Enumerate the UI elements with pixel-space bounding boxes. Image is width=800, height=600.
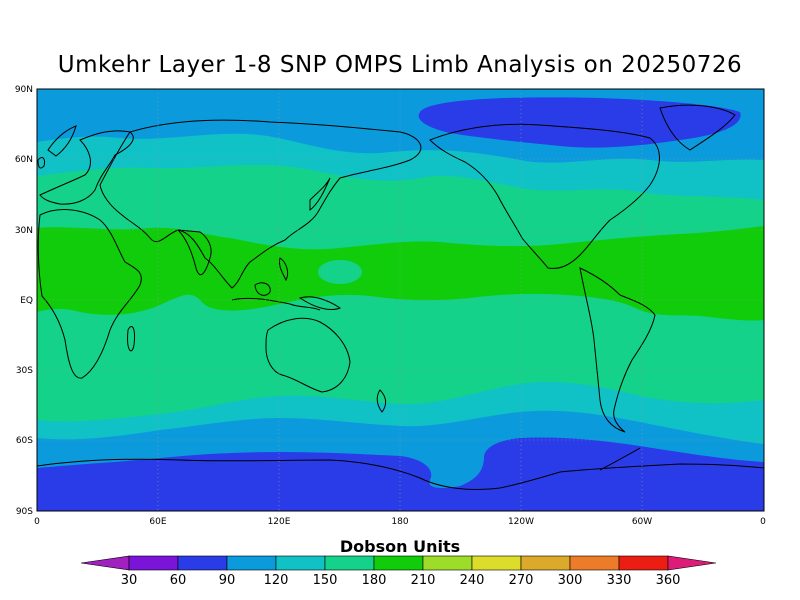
- coast-europe: [39, 130, 134, 205]
- colorbar-level-label: 30: [121, 573, 138, 588]
- colorbar-cell: [373, 555, 424, 571]
- colorbar-under-triangle: [80, 555, 130, 571]
- colorbar-cell: [128, 555, 179, 571]
- ozone-field: [37, 89, 764, 511]
- colorbar-cell: [618, 555, 669, 571]
- colorbar-cell: [520, 555, 571, 571]
- colorbar-cell: [177, 555, 228, 571]
- colorbar-level-label: 120: [264, 573, 289, 588]
- coast-india: [176, 229, 212, 276]
- colorbar-cell: [422, 555, 473, 571]
- colorbar-title: Dobson Units: [340, 537, 460, 556]
- colorbar-cell: [471, 555, 522, 571]
- map-title: Umkehr Layer 1-8 SNP OMPS Limb Analysis …: [57, 52, 743, 78]
- coast-greenland: [659, 104, 736, 151]
- colorbar-level-label: 360: [656, 573, 681, 588]
- lat-label-30n: 30N: [15, 226, 33, 236]
- lat-label-eq: EQ: [20, 296, 33, 306]
- band-180-210-tropics: [37, 226, 764, 321]
- coast-asia: [99, 119, 422, 289]
- colorbar-over-triangle: [667, 555, 717, 571]
- colorbar-cell: [226, 555, 277, 571]
- lon-label-0-right: 0: [760, 517, 766, 527]
- lon-label-60e: 60E: [149, 517, 166, 527]
- coast-britain: [37, 157, 45, 169]
- coast-madagascar: [127, 326, 135, 352]
- band-60-90-south: [37, 437, 764, 511]
- lat-label-30s: 30S: [16, 366, 33, 376]
- colorbar-level-label: 60: [170, 573, 187, 588]
- map-frame: [36, 88, 765, 512]
- coast-antarctic-peninsula: [599, 447, 641, 471]
- colorbar-level-label: 180: [362, 573, 387, 588]
- coast-scandinavia: [47, 125, 77, 157]
- lon-label-120w: 120W: [508, 517, 534, 527]
- colorbar-level-label: 150: [313, 573, 338, 588]
- colorbar-level-label: 210: [411, 573, 436, 588]
- colorbar-cell: [324, 555, 375, 571]
- coast-newzealand: [376, 389, 387, 413]
- lon-axis: 0 60E 120E 180 120W 60W 0: [34, 517, 766, 527]
- coast-borneo: [254, 282, 271, 296]
- lon-label-0-left: 0: [34, 517, 40, 527]
- coast-north-america: [429, 123, 660, 269]
- coast-newguinea: [298, 296, 342, 311]
- colorbar-level-label: 300: [558, 573, 583, 588]
- coastlines: [37, 104, 764, 490]
- colorbar-level-label: 90: [219, 573, 236, 588]
- colorbar: 30 60 90 120 150 180 210 240 270 300 330 360: [80, 555, 717, 588]
- lon-label-120e: 120E: [268, 517, 291, 527]
- lat-label-60s: 60S: [16, 436, 33, 446]
- lat-label-90n: 90N: [15, 85, 33, 95]
- coast-japan: [309, 177, 331, 212]
- coast-philippines: [279, 257, 289, 282]
- coast-south-america: [579, 267, 656, 433]
- lon-label-180: 180: [391, 517, 408, 527]
- band-150-180-hole: [318, 260, 362, 284]
- lat-label-60n: 60N: [15, 155, 33, 165]
- colorbar-cell: [275, 555, 326, 571]
- coast-antarctica: [37, 458, 764, 490]
- colorbar-level-label: 240: [460, 573, 485, 588]
- coast-indonesia: [231, 297, 321, 311]
- lat-label-90s: 90S: [16, 507, 33, 517]
- coast-australia: [265, 317, 351, 393]
- colorbar-level-label: 330: [607, 573, 632, 588]
- lat-axis: 90N 60N 30N EQ 30S 60S 90S: [15, 85, 33, 517]
- colorbar-cell: [569, 555, 620, 571]
- colorbar-level-label: 270: [509, 573, 534, 588]
- lon-label-60w: 60W: [632, 517, 652, 527]
- coast-africa: [37, 209, 142, 379]
